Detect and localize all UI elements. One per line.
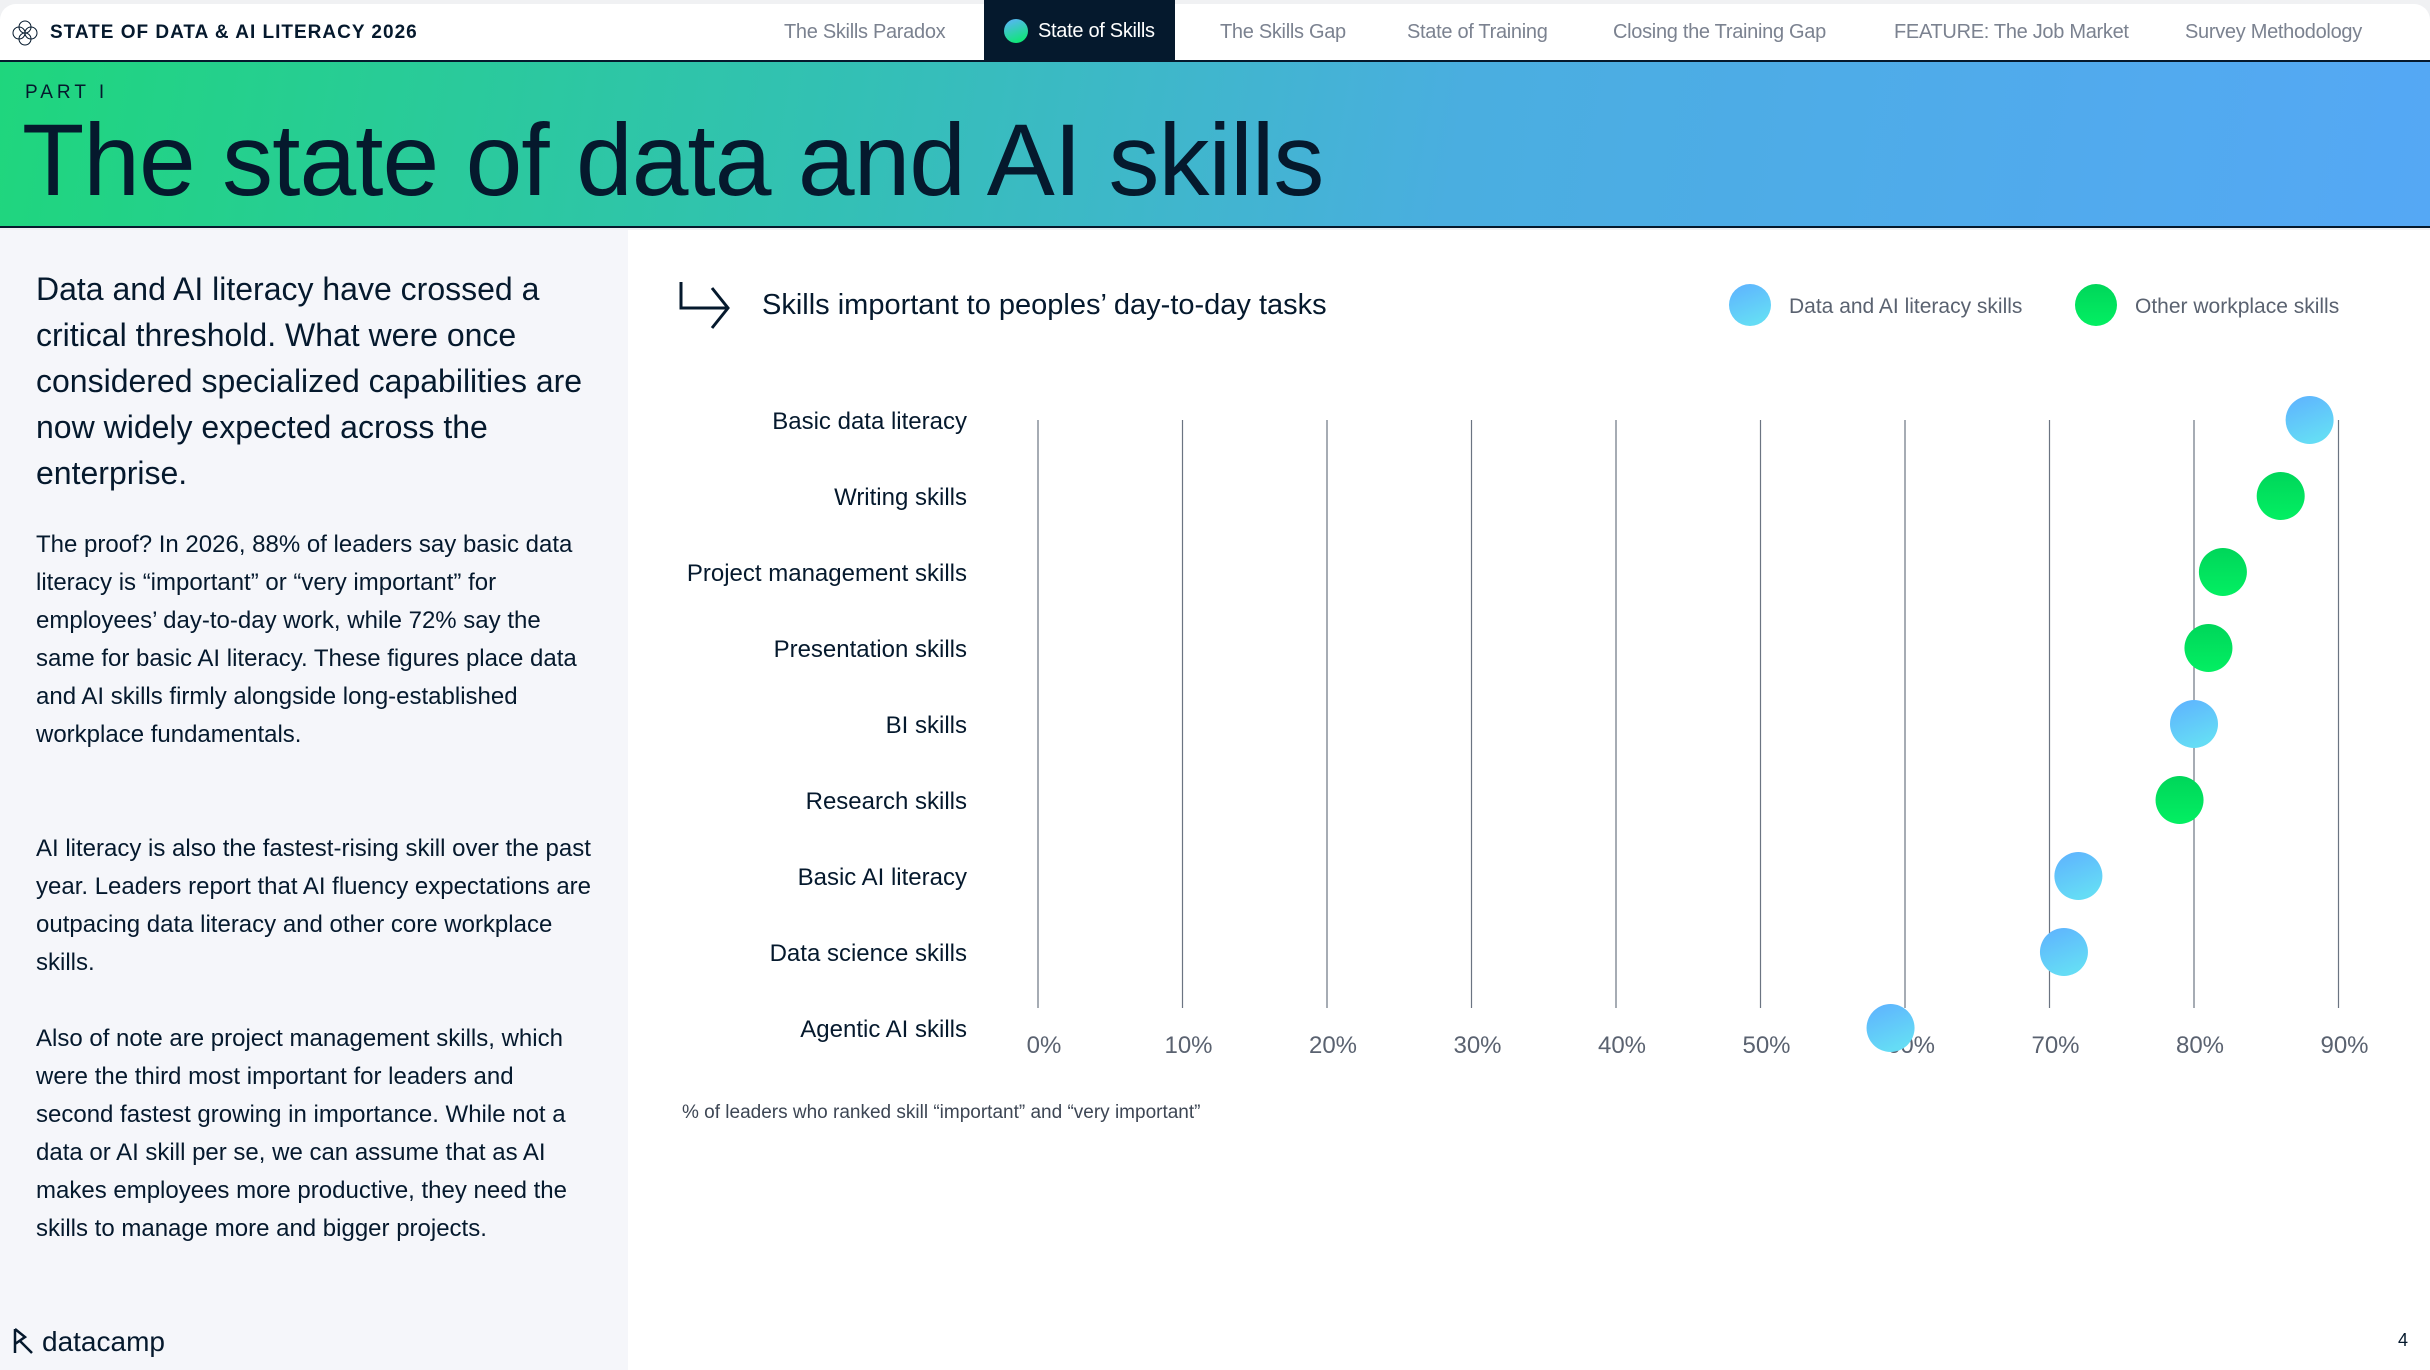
tab-survey-methodology[interactable]: Survey Methodology <box>2185 20 2362 43</box>
datacamp-logo-icon <box>13 1328 33 1354</box>
chart-arrow-icon <box>679 282 730 329</box>
tab-feature-job-market[interactable]: FEATURE: The Job Market <box>1894 20 2129 43</box>
y-category-label: Basic data literacy <box>772 408 967 435</box>
x-tick-label: 80% <box>2176 1032 2224 1059</box>
x-tick-label: 20% <box>1309 1032 1357 1059</box>
brand[interactable]: STATE OF DATA & AI LITERACY 2026 <box>10 4 418 62</box>
data-point <box>2039 928 2088 976</box>
data-point <box>1866 1004 1915 1052</box>
legend-marker-data-ai <box>1729 284 1771 326</box>
tab-skills-paradox[interactable]: The Skills Paradox <box>784 20 946 43</box>
tab-state-of-skills[interactable]: State of Skills <box>984 0 1175 62</box>
y-category-label: BI skills <box>886 712 967 739</box>
y-category-label: Agentic AI skills <box>800 1016 967 1043</box>
x-tick-label: 50% <box>1742 1032 1790 1059</box>
y-category-label: Project management skills <box>687 560 967 587</box>
legend-marker-other <box>2075 284 2117 326</box>
logo-text: datacamp <box>42 1326 165 1357</box>
chart-title: Skills important to peoples’ day-to-day … <box>762 289 1327 321</box>
page-title: The state of data and AI skills <box>22 103 1324 217</box>
data-point <box>2198 548 2247 596</box>
part-label: PART I <box>25 82 109 103</box>
y-category-label: Research skills <box>806 788 967 815</box>
x-tick-label: 0% <box>1027 1032 1062 1059</box>
y-category-label: Basic AI literacy <box>798 864 967 891</box>
tab-closing-training-gap[interactable]: Closing the Training Gap <box>1613 20 1826 43</box>
x-axis-label: % of leaders who ranked skill “important… <box>682 1102 1200 1123</box>
x-tick-label: 90% <box>2320 1032 2368 1059</box>
data-point <box>2285 396 2334 444</box>
x-tick-label: 40% <box>1598 1032 1646 1059</box>
y-category-label: Data science skills <box>770 940 967 967</box>
brand-title: STATE OF DATA & AI LITERACY 2026 <box>50 22 418 43</box>
x-tick-label: 10% <box>1164 1032 1212 1059</box>
tab-state-of-training[interactable]: State of Training <box>1407 20 1548 43</box>
lead-paragraph: Data and AI literacy have crossed a crit… <box>36 271 583 491</box>
tab-skills-gap[interactable]: The Skills Gap <box>1220 20 1346 43</box>
datacamp-logo[interactable]: datacamp <box>12 1326 165 1358</box>
top-nav: STATE OF DATA & AI LITERACY 2026 The Ski… <box>0 0 2430 62</box>
data-point <box>2170 700 2218 748</box>
body-paragraph: The proof? In 2026, 88% of leaders say b… <box>36 531 577 748</box>
active-tab-orb-icon <box>1004 19 1028 43</box>
page-number: 4 <box>2397 1330 2408 1350</box>
data-point <box>2054 852 2103 900</box>
body-paragraph: AI literacy is also the fastest-rising s… <box>36 835 591 976</box>
y-category-label: Writing skills <box>834 484 967 511</box>
y-category-label: Presentation skills <box>774 636 967 663</box>
x-tick-label: 70% <box>2031 1032 2079 1059</box>
brand-logo-icon <box>12 20 38 46</box>
left-panel: Data and AI literacy have crossed a crit… <box>0 230 628 1370</box>
data-point <box>2256 472 2305 520</box>
legend-label-other: Other workplace skills <box>2135 295 2339 318</box>
legend-label-data-ai: Data and AI literacy skills <box>1789 295 2022 318</box>
data-point <box>2155 776 2204 824</box>
tab-label: State of Skills <box>1038 19 1155 42</box>
hero-banner: PART I The state of data and AI skills <box>0 62 2430 228</box>
x-tick-label: 30% <box>1453 1032 1501 1059</box>
body-paragraph: Also of note are project management skil… <box>36 1025 567 1242</box>
data-point <box>2184 624 2233 672</box>
